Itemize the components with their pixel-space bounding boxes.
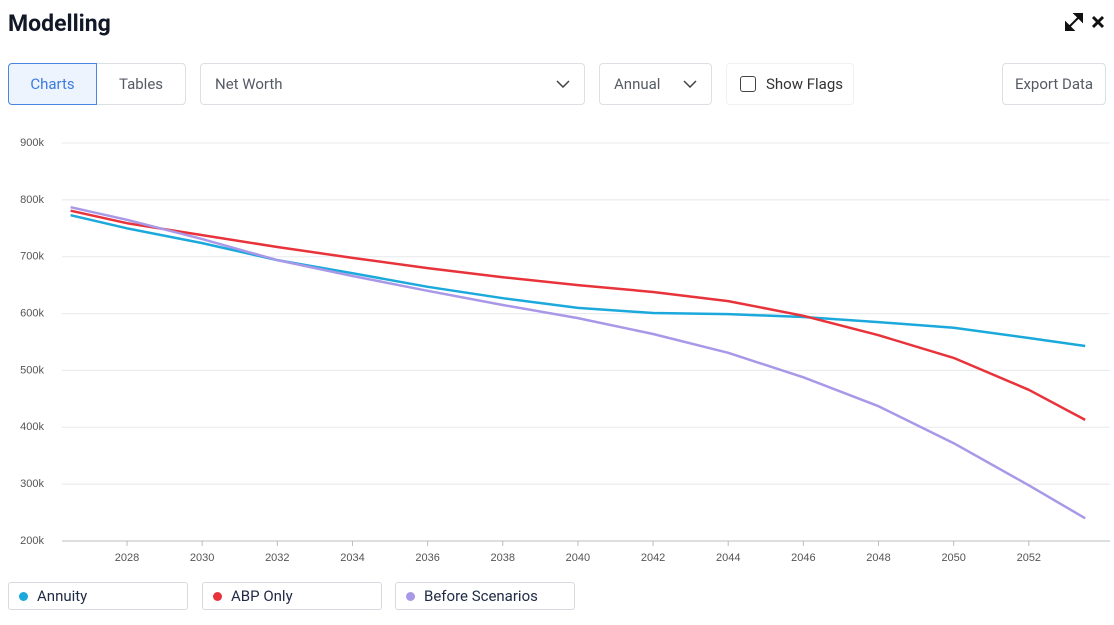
chevron bbox=[556, 80, 570, 88]
chart: 200k 300k 400k 500k 600k 700k 800k 900k 2028 2030… bbox=[20, 137, 1110, 564]
series-line bbox=[70, 213, 1086, 348]
flags-label: Show Flags bbox=[766, 75, 843, 93]
y-tick-label: 400k bbox=[20, 421, 44, 433]
legend-item[interactable]: Before Scenarios bbox=[395, 582, 575, 610]
x-tick-label: 2040 bbox=[566, 552, 590, 564]
legend-label: Before Scenarios bbox=[424, 587, 538, 605]
x-tick-label: 2050 bbox=[941, 552, 965, 564]
x-tick-label: 2052 bbox=[1017, 552, 1041, 564]
metric-select[interactable]: Net Worth bbox=[200, 63, 585, 105]
x-tick-label: 2032 bbox=[265, 552, 289, 564]
x-tick-label: 2038 bbox=[491, 552, 515, 564]
export-button[interactable]: Export Data bbox=[1002, 63, 1106, 105]
view-tabs: Charts Tables bbox=[8, 62, 186, 105]
legend-dot bbox=[213, 591, 222, 601]
x-tick-label: 2036 bbox=[415, 552, 439, 564]
x-tick-label: 2046 bbox=[791, 552, 815, 564]
metric-value: Net Worth bbox=[215, 75, 283, 93]
y-tick-label: 200k bbox=[20, 535, 44, 547]
x-tick-label: 2030 bbox=[190, 552, 214, 564]
y-tick-label: 600k bbox=[20, 307, 44, 319]
legend-label: Annuity bbox=[37, 587, 88, 605]
series-line bbox=[70, 205, 1086, 520]
tab-tables[interactable]: Tables bbox=[118, 75, 164, 93]
legend-dot bbox=[406, 591, 415, 601]
x-tick-label: 2044 bbox=[716, 552, 740, 564]
legend-label: ABP Only bbox=[231, 587, 293, 605]
y-tick-label: 500k bbox=[20, 364, 44, 376]
period-select[interactable]: Annual bbox=[599, 63, 712, 105]
legend-item[interactable]: ABP Only bbox=[202, 582, 382, 610]
series-line bbox=[70, 209, 1086, 422]
x-tick-label: 2028 bbox=[115, 552, 139, 564]
legend-dot bbox=[19, 591, 28, 601]
y-tick-label: 800k bbox=[20, 194, 44, 206]
y-tick-label: 900k bbox=[20, 137, 44, 149]
tab-charts[interactable]: Charts bbox=[8, 62, 97, 105]
period-value: Annual bbox=[614, 75, 661, 93]
y-tick-label: 700k bbox=[20, 251, 44, 263]
page-title: Modelling bbox=[8, 10, 111, 37]
checkbox[interactable] bbox=[740, 76, 756, 92]
y-tick-label: 300k bbox=[20, 478, 44, 490]
legend-item[interactable]: Annuity bbox=[8, 582, 188, 610]
window-icons bbox=[1065, 13, 1105, 31]
x-tick-label: 2034 bbox=[340, 552, 364, 564]
close-icon[interactable] bbox=[1091, 15, 1105, 29]
x-tick-label: 2042 bbox=[641, 552, 665, 564]
flags-toggle[interactable]: Show Flags bbox=[726, 63, 854, 105]
x-tick-label: 2048 bbox=[866, 552, 890, 564]
chevron bbox=[683, 80, 697, 88]
expand-icon[interactable] bbox=[1065, 13, 1083, 31]
